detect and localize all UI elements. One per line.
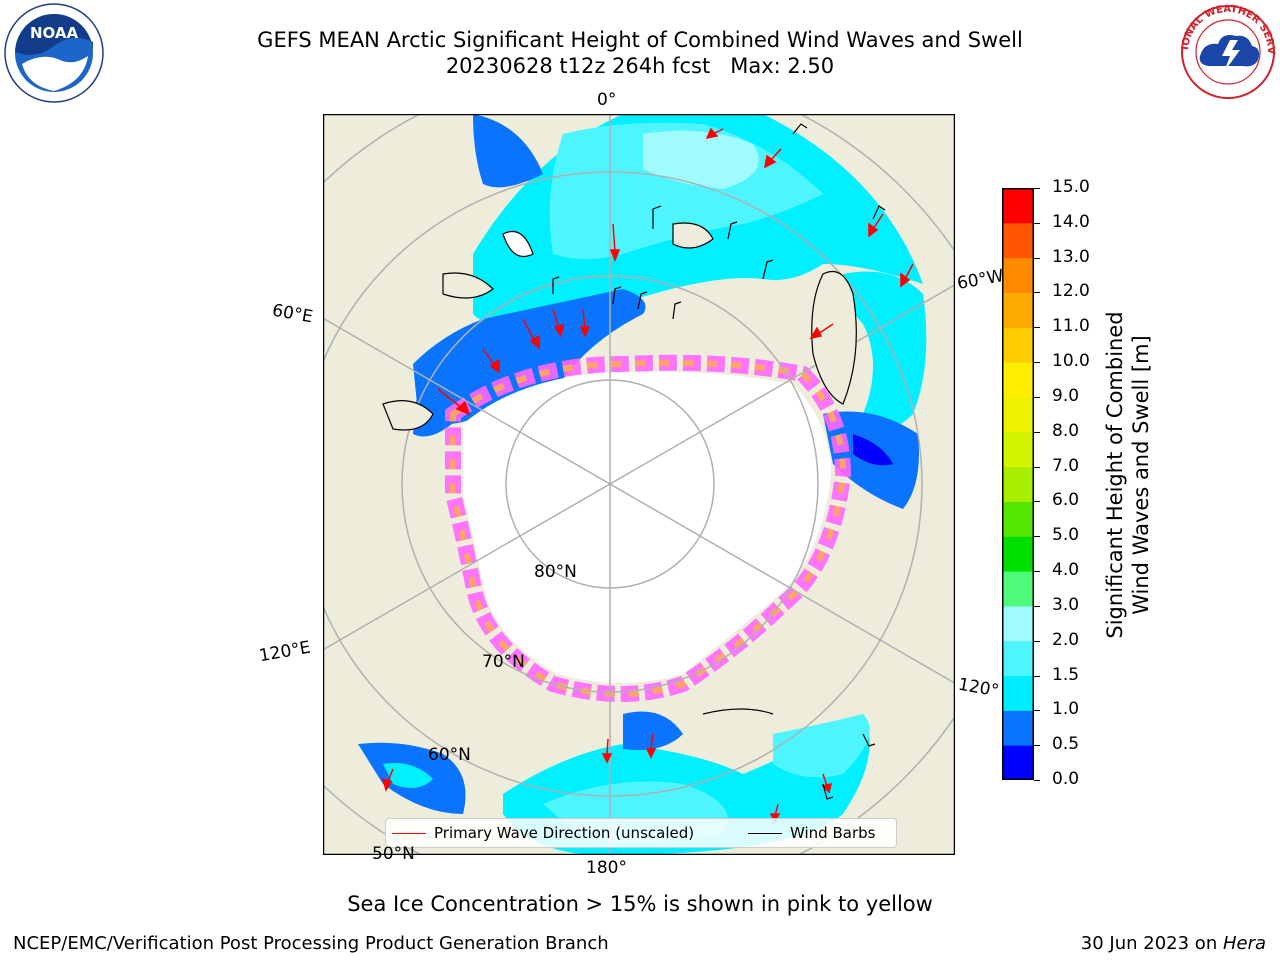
colorbar-tick-mark — [1034, 675, 1040, 677]
colorbar-tick-label: 9.0 — [1052, 385, 1080, 406]
nws-logo: NATIONAL WEATHER SERVICE — [1174, 0, 1278, 100]
colorbar-bin — [1002, 222, 1034, 259]
colorbar-tick-mark — [1034, 431, 1040, 433]
colorbar-tick-label: 13.0 — [1052, 246, 1090, 267]
arctic-wave-height-map — [322, 113, 956, 856]
footer-host: Hera — [1222, 933, 1266, 954]
chart-title-line2: 20230628 t12z 264h fcst Max: 2.50 — [445, 54, 835, 78]
colorbar-tick-mark — [1034, 292, 1040, 294]
colorbar-bin — [1002, 466, 1034, 502]
colorbar-bin — [1002, 396, 1034, 433]
nws-logo-icon: NATIONAL WEATHER SERVICE — [1174, 0, 1276, 99]
lat-label-50n: 50°N — [372, 844, 415, 864]
wind-barbs — [552, 123, 886, 800]
lon-label-60w: 60°W — [955, 266, 1006, 294]
lat-label-60n: 60°N — [428, 745, 471, 765]
colorbar-bin — [1002, 327, 1034, 363]
lat-label-70n: 70°N — [482, 652, 525, 672]
colorbar-tick-mark — [1034, 745, 1040, 747]
colorbar-tick-label: 15.0 — [1052, 177, 1090, 197]
legend-swatch-black-line — [748, 833, 782, 834]
colorbar-tick-mark — [1034, 222, 1040, 224]
ice-covered-area — [463, 371, 831, 683]
barents-sea-wave-field — [413, 289, 646, 424]
lon-label-120w: 120° — [956, 674, 1001, 702]
colorbar-tick-label: 0.5 — [1052, 734, 1080, 755]
lon-label-60e: 60°E — [270, 300, 315, 328]
colorbar-tick-label: 4.0 — [1052, 560, 1080, 581]
legend-item-wave-direction: Primary Wave Direction (unscaled) — [392, 824, 694, 842]
coastlines — [382, 222, 857, 715]
sea-ice-note: Sea Ice Concentration > 15% is shown in … — [347, 892, 933, 916]
colorbar-tick-mark — [1034, 257, 1040, 259]
colorbar-tick-label: 1.0 — [1052, 699, 1080, 720]
colorbar-tick-mark — [1034, 571, 1040, 573]
colorbar-tick-label: 6.0 — [1052, 490, 1080, 511]
colorbar-tick-mark — [1034, 536, 1040, 538]
colorbar-tick-mark — [1034, 605, 1040, 607]
colorbar-tick-mark — [1034, 362, 1040, 364]
map-legend: Primary Wave Direction (unscaled) Wind B… — [385, 818, 897, 848]
colorbar-tick-mark — [1034, 396, 1040, 398]
lon-label-180: 180° — [586, 858, 627, 878]
lon-label-0: 0° — [597, 90, 617, 110]
colorbar-tick-mark — [1034, 780, 1040, 781]
colorbar-tick-label: 2.0 — [1052, 629, 1080, 650]
map-border — [322, 113, 956, 856]
colorbar-bin — [1002, 431, 1034, 468]
colorbar-tick-label: 7.0 — [1052, 455, 1080, 476]
colorbar-tick-label: 8.0 — [1052, 420, 1080, 441]
graticule — [323, 114, 955, 855]
chart-title-line1: GEFS MEAN Arctic Significant Height of C… — [257, 28, 1023, 52]
colorbar-tick-mark — [1034, 466, 1040, 468]
colorbar-tick-label: 14.0 — [1052, 211, 1090, 232]
legend-swatch-red-line — [392, 833, 426, 834]
baffin-bay-wave-field — [843, 271, 927, 429]
colorbar-label: Significant Height of Combined Wind Wave… — [1103, 311, 1153, 639]
colorbar-swatches — [1002, 188, 1034, 781]
lat-label-80n: 80°N — [534, 562, 577, 582]
footer-date: 30 Jun 2023 on Hera — [1080, 933, 1266, 954]
colorbar-bin — [1002, 640, 1034, 677]
legend-item-wind-barbs: Wind Barbs — [748, 824, 875, 842]
colorbar-bin — [1002, 188, 1034, 224]
colorbar-tick-label: 5.0 — [1052, 525, 1080, 546]
colorbar-tick-label: 10.0 — [1052, 351, 1090, 372]
colorbar-bin — [1002, 675, 1034, 711]
colorbar-bin — [1002, 710, 1034, 746]
colorbar-tick-label: 3.0 — [1052, 594, 1080, 615]
colorbar-tick-label: 11.0 — [1052, 316, 1090, 337]
colorbar-bin — [1002, 292, 1034, 328]
colorbar-tick-mark — [1034, 327, 1040, 329]
colorbar-bin — [1002, 257, 1034, 293]
colorbar-bin — [1002, 745, 1034, 781]
colorbar-tick-mark — [1034, 188, 1040, 189]
svg-text:NOAA: NOAA — [30, 24, 79, 42]
map-panel: Primary Wave Direction (unscaled) Wind B… — [322, 113, 956, 856]
noaa-logo-icon: NOAA — [4, 3, 104, 103]
colorbar — [1002, 188, 1034, 781]
noaa-logo: NOAA — [2, 2, 106, 104]
lon-label-120e: 120°E — [257, 637, 313, 667]
colorbar-tick-label: 12.0 — [1052, 281, 1090, 302]
colorbar-bin — [1002, 501, 1034, 537]
colorbar-bin — [1002, 605, 1034, 642]
colorbar-bin — [1002, 362, 1034, 398]
colorbar-tick-mark — [1034, 710, 1040, 712]
colorbar-tick-mark — [1034, 501, 1040, 503]
colorbar-tick-label: 0.0 — [1052, 769, 1080, 789]
colorbar-tick-mark — [1034, 640, 1040, 642]
primary-wave-direction-arrows — [381, 127, 914, 824]
colorbar-bin — [1002, 571, 1034, 607]
colorbar-bin — [1002, 536, 1034, 572]
footer-producer: NCEP/EMC/Verification Post Processing Pr… — [13, 933, 609, 954]
colorbar-tick-label: 1.5 — [1052, 664, 1080, 685]
